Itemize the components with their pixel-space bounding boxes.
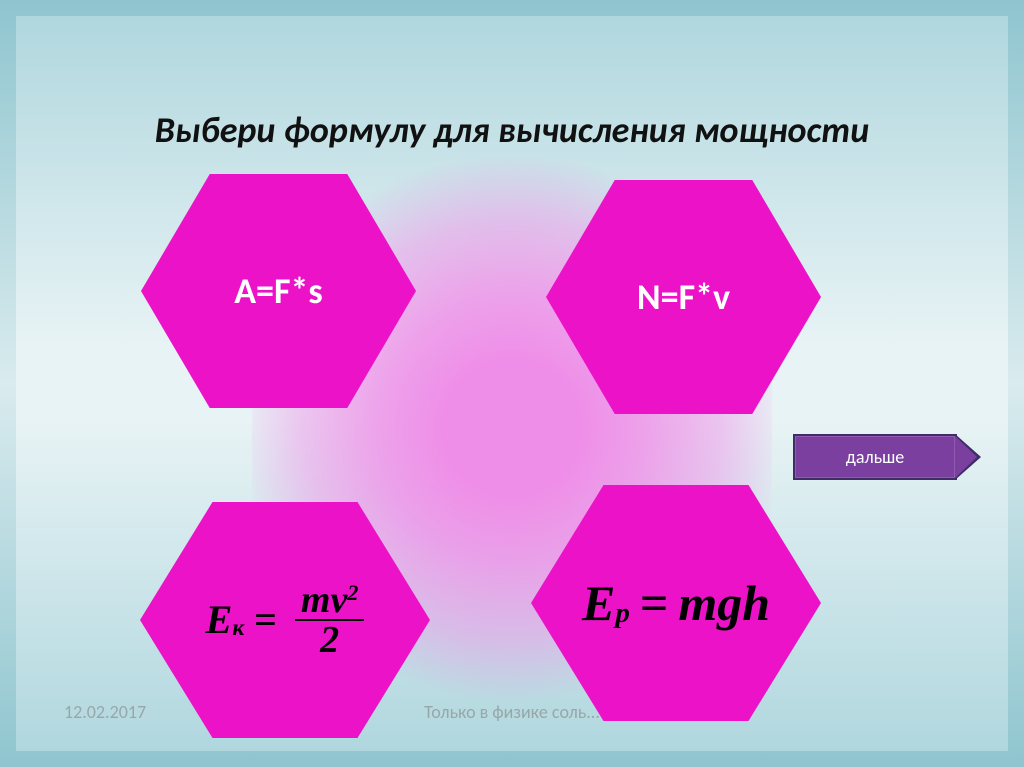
symbol-E: E — [582, 578, 615, 628]
question-title: Выбери формулу для вычисления мощности — [16, 108, 1008, 152]
slide-inner: Выбери формулу для вычисления мощности A… — [16, 16, 1008, 751]
hexagon-shape: Ep = mgh — [531, 485, 821, 721]
subscript-p: p — [615, 599, 630, 628]
symbol-v: v — [330, 579, 347, 621]
exponent-2: 2 — [347, 580, 358, 605]
symbol-m: m — [301, 579, 331, 621]
footer-caption: Только в физике соль... — [16, 701, 1008, 723]
formula-power: N=F*v — [637, 275, 730, 319]
option-potential-energy[interactable]: Ep = mgh — [531, 485, 821, 721]
next-button[interactable]: дальше — [793, 434, 957, 480]
denominator: 2 — [314, 621, 345, 659]
option-work[interactable]: A=F*s — [141, 174, 416, 408]
formula-potential: Ep = mgh — [582, 578, 770, 628]
rhs-mgh: mgh — [678, 578, 770, 628]
option-power[interactable]: N=F*v — [546, 180, 821, 414]
fraction: mv2 2 — [295, 581, 364, 659]
equals-sign: = — [640, 578, 669, 628]
hexagon-shape: N=F*v — [546, 180, 821, 414]
slide: Выбери формулу для вычисления мощности A… — [0, 0, 1024, 767]
formula-kinetic: Eк = mv2 2 — [206, 581, 365, 659]
symbol-E: E — [206, 600, 233, 640]
numerator: mv2 — [295, 581, 364, 619]
formula-work: A=F*s — [234, 269, 323, 313]
equals-sign: = — [254, 600, 277, 640]
next-button-label: дальше — [846, 446, 904, 468]
hexagon-shape: A=F*s — [141, 174, 416, 408]
subscript-k: к — [232, 617, 244, 640]
